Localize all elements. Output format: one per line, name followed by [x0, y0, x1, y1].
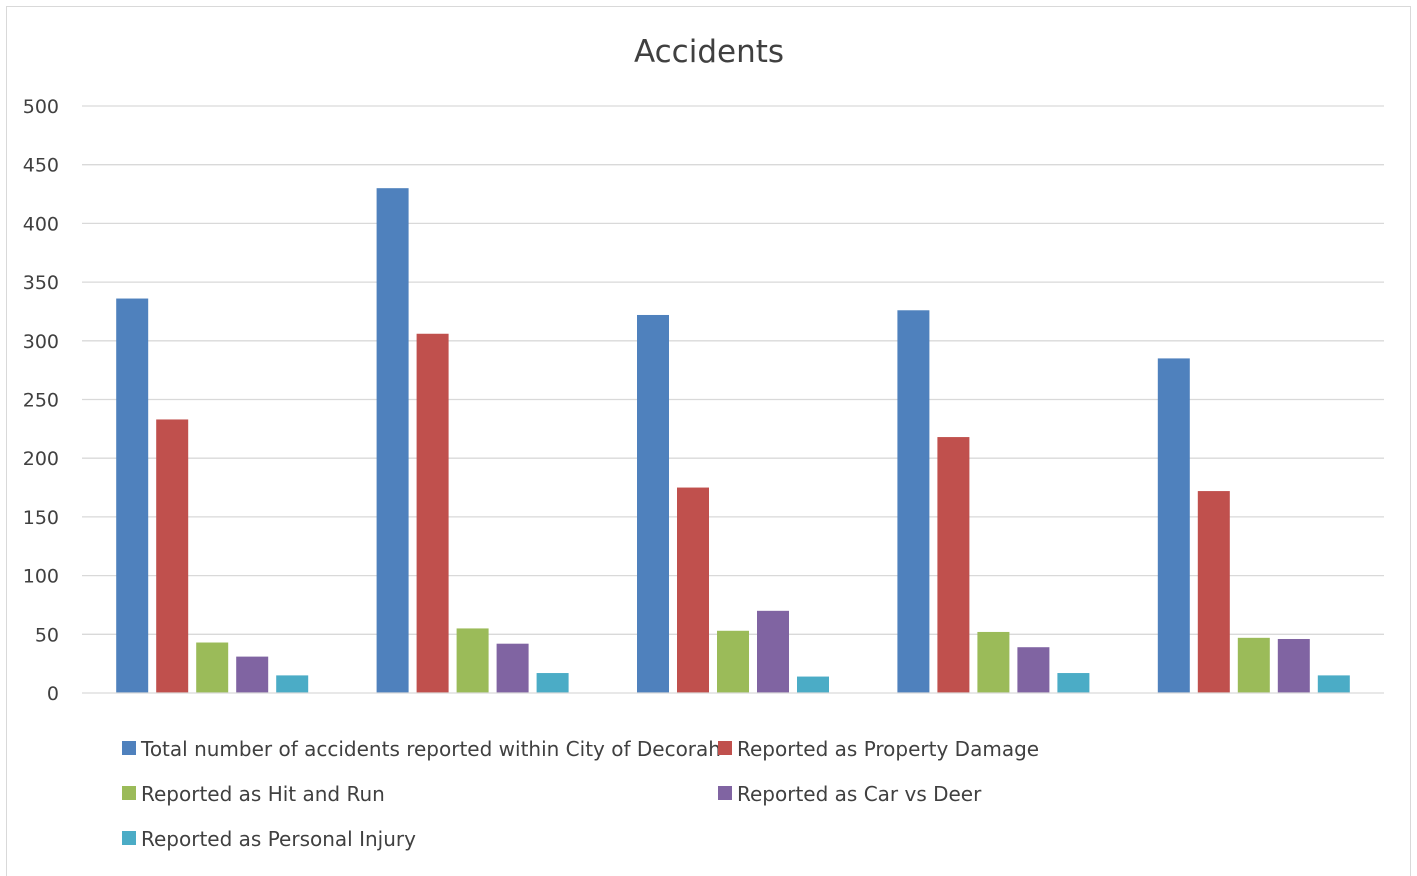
bar	[416, 333, 449, 693]
legend-entry: Reported as Property Damage	[737, 737, 1039, 761]
bar	[496, 643, 529, 693]
bar	[1237, 637, 1270, 693]
bar	[376, 188, 409, 693]
y-tick-label: 0	[47, 683, 59, 705]
legend-swatch	[122, 741, 136, 755]
y-tick-label: 500	[23, 96, 59, 118]
y-tick-label: 400	[23, 213, 59, 235]
bar	[1157, 358, 1190, 693]
bar	[1017, 647, 1050, 693]
bar	[536, 673, 569, 693]
legend-swatch	[718, 786, 732, 800]
bars	[116, 188, 1350, 693]
legend-swatch	[122, 831, 136, 845]
y-tick-label: 50	[35, 624, 59, 646]
bar	[897, 310, 930, 693]
legend-entry: Reported as Car vs Deer	[737, 782, 982, 806]
y-tick-label: 100	[23, 566, 59, 588]
bar	[456, 628, 489, 693]
bar	[236, 656, 269, 693]
legend: Total number of accidents reported withi…	[122, 737, 1039, 851]
chart-title: Accidents	[634, 34, 784, 70]
bar	[1277, 638, 1310, 693]
bar	[757, 610, 789, 693]
legend-swatch	[122, 786, 136, 800]
bar	[156, 419, 189, 693]
legend-entry: Total number of accidents reported withi…	[140, 737, 721, 761]
y-tick-label: 450	[23, 155, 59, 177]
bar	[637, 314, 669, 693]
legend-swatch	[718, 741, 732, 755]
legend-entry: Reported as Personal Injury	[141, 827, 416, 851]
y-tick-label: 300	[23, 331, 59, 353]
bar	[937, 437, 970, 693]
bar	[116, 298, 149, 693]
bar	[1197, 491, 1230, 693]
bar	[717, 630, 749, 693]
bar	[797, 676, 829, 693]
bar	[677, 487, 709, 693]
bar	[977, 631, 1010, 693]
y-tick-label: 200	[23, 448, 59, 470]
bar	[1317, 675, 1350, 693]
bar	[276, 675, 309, 693]
y-tick-label: 250	[23, 390, 59, 412]
y-axis-ticks: 0 50 100 150 200 250 300 350 400 450 500	[23, 96, 59, 705]
legend-entry: Reported as Hit and Run	[141, 782, 385, 806]
bar	[1057, 673, 1090, 693]
bar	[196, 642, 229, 693]
y-tick-label: 350	[23, 272, 59, 294]
y-tick-label: 150	[23, 507, 59, 529]
